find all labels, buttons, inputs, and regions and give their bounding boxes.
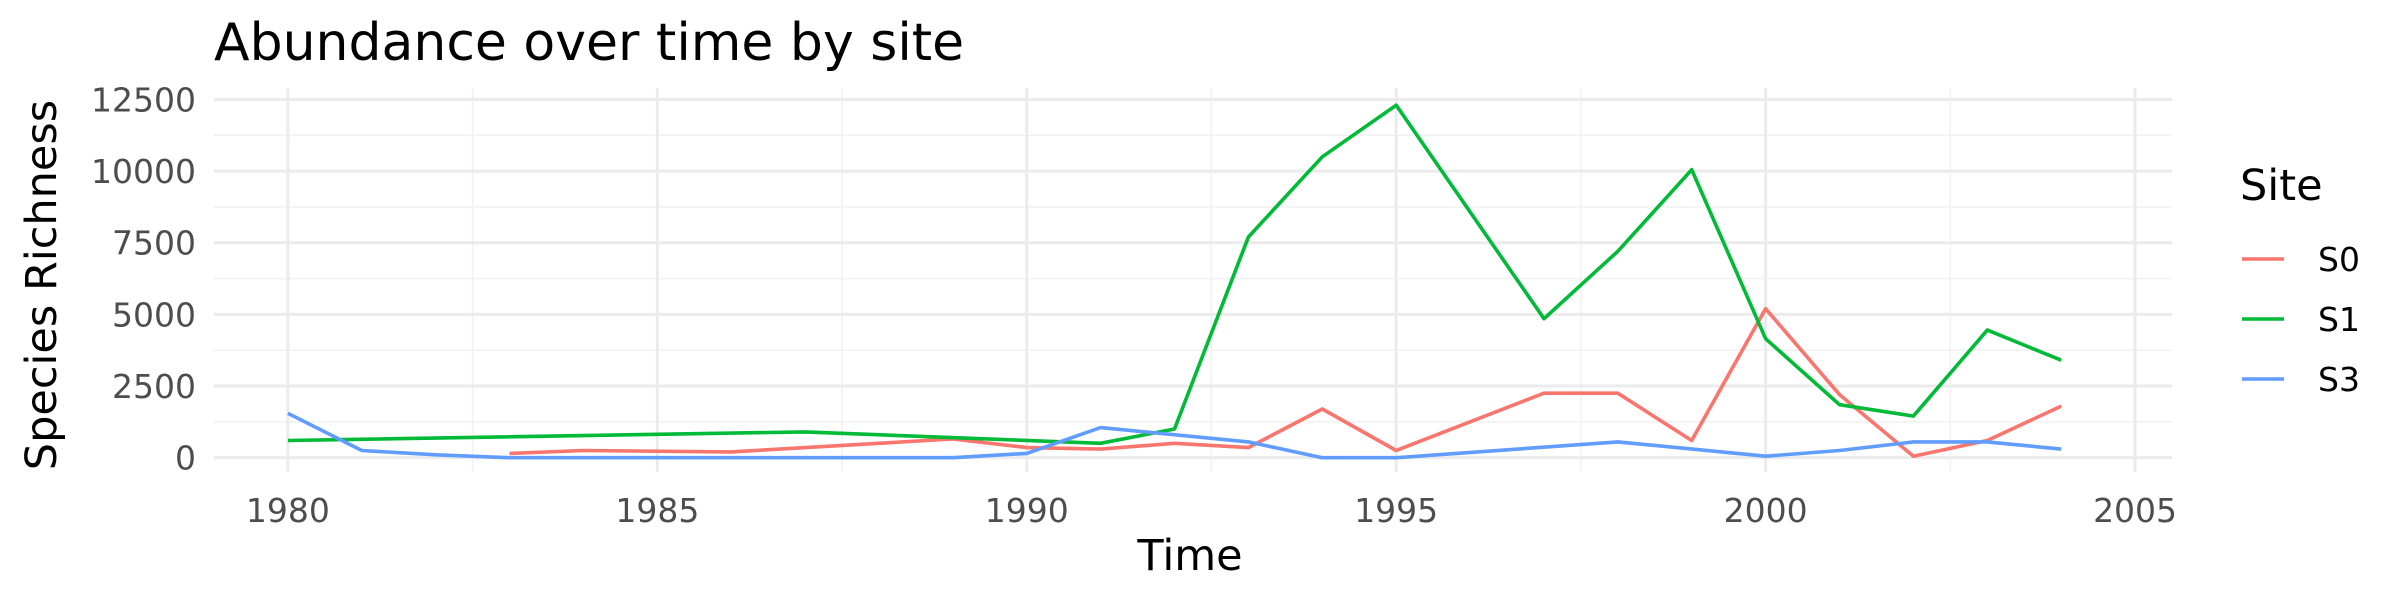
- y-tick-label: 5000: [112, 295, 196, 334]
- series-line-s3: [287, 411, 2062, 460]
- legend-items: S0 S1 S3: [2242, 240, 2360, 399]
- series-line-s1: [287, 103, 2062, 446]
- y-tick-label: 12500: [91, 80, 196, 119]
- y-axis-title: Species Richness: [17, 100, 67, 470]
- y-axis-ticks: 0 2500 5000 7500 10000 12500: [91, 80, 196, 477]
- grid: [214, 88, 2172, 472]
- legend-title: Site: [2240, 161, 2323, 211]
- x-axis-title: Time: [1136, 531, 1242, 581]
- legend-label-s3: S3: [2318, 360, 2360, 399]
- x-tick-label: 1985: [615, 491, 699, 530]
- x-tick-label: 1980: [246, 491, 330, 530]
- legend-label-s0: S0: [2318, 240, 2360, 279]
- x-tick-label: 2000: [1724, 491, 1808, 530]
- x-tick-label: 2005: [2093, 491, 2177, 530]
- x-tick-label: 1990: [985, 491, 1069, 530]
- chart-title: Abundance over time by site: [214, 13, 964, 73]
- legend: Site S0 S1 S3: [2240, 161, 2360, 399]
- x-tick-label: 1995: [1354, 491, 1438, 530]
- y-tick-label: 7500: [112, 224, 196, 263]
- series-lines: [287, 103, 2062, 460]
- y-tick-label: 0: [175, 439, 196, 478]
- legend-label-s1: S1: [2318, 300, 2360, 339]
- y-tick-label: 2500: [112, 367, 196, 406]
- x-axis-ticks: 1980 1985 1990 1995 2000 2005: [246, 491, 2177, 530]
- y-tick-label: 10000: [91, 152, 196, 191]
